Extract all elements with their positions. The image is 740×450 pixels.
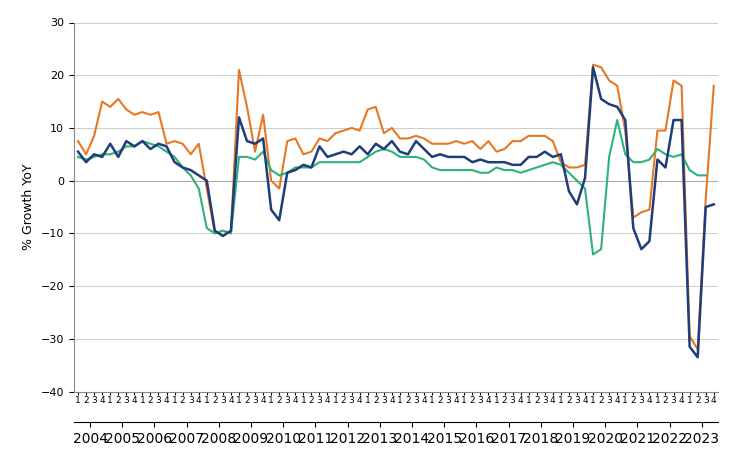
Y-axis label: % Growth YoY: % Growth YoY [22, 164, 36, 250]
